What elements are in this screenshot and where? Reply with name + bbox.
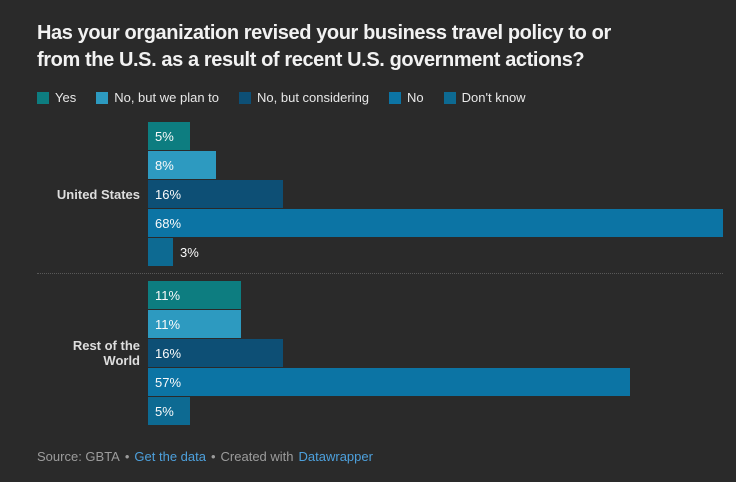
bars-column: 5% 8% 16% 68% 3%	[148, 122, 723, 266]
bar-no-but-considering: 16%	[148, 180, 283, 208]
bar-row: 3%	[148, 238, 723, 266]
legend-label: No, but we plan to	[114, 90, 220, 105]
bars-column: 11% 11% 16% 57% 5%	[148, 281, 723, 425]
legend-item-no-but-we-plan-to: No, but we plan to	[96, 90, 219, 105]
bar-row: 5%	[148, 397, 723, 425]
bar-don-t-know: 5%	[148, 397, 190, 425]
footer-bullet: •	[124, 449, 130, 464]
bar-chart: United States 5% 8% 16% 68% 3% Rest of the Wor…	[37, 122, 723, 425]
bar-value-label: 11%	[155, 316, 181, 332]
bar-no-but-we-plan-to: 8%	[148, 151, 216, 179]
legend-swatch-icon	[96, 91, 109, 104]
bar-don-t-know	[148, 238, 173, 266]
legend-label: Don't know	[461, 90, 526, 105]
footer-bullet: •	[210, 449, 216, 464]
bar-group-united-states: United States 5% 8% 16% 68% 3%	[37, 122, 723, 266]
bar-value-label: 8%	[155, 157, 174, 173]
bar-group-rest-of-the-world: Rest of the World 11% 11% 16% 57% 5%	[37, 281, 723, 425]
legend-item-no-but-considering: No, but considering	[239, 90, 369, 105]
legend-item-don-t-know: Don't know	[443, 90, 526, 105]
bar-no-but-considering: 16%	[148, 339, 283, 367]
bar-row: 68%	[148, 209, 723, 237]
bar-value-label: 11%	[155, 287, 181, 303]
legend-swatch-icon	[37, 91, 49, 104]
legend-swatch-icon	[389, 91, 402, 104]
chart-root: Has your organization revised your busin…	[37, 20, 723, 464]
bar-row: 5%	[148, 122, 723, 150]
legend-label: No	[407, 90, 424, 105]
legend-item-no: No	[389, 90, 424, 105]
chart-title-line1: Has your organization revised your busin…	[37, 22, 611, 44]
bar-row: 8%	[148, 151, 723, 179]
get-the-data-link[interactable]: Get the data	[134, 449, 206, 464]
bar-value-label: 5%	[155, 128, 174, 144]
chart-title: Has your organization revised your busin…	[37, 20, 723, 74]
bar-value-label: 57%	[155, 374, 182, 390]
bar-no-but-we-plan-to: 11%	[148, 310, 241, 338]
bar-yes: 11%	[148, 281, 241, 309]
category-label: United States	[56, 186, 140, 202]
legend: Yes No, but we plan to No, but considering…	[37, 90, 723, 105]
legend-item-yes: Yes	[37, 90, 76, 105]
bar-no: 68%	[148, 209, 723, 237]
bar-value-label: 68%	[155, 215, 182, 231]
bar-value-label: 5%	[155, 403, 174, 419]
bar-row: 11%	[148, 310, 723, 338]
datawrapper-link[interactable]: Datawrapper	[298, 449, 373, 464]
bar-row: 16%	[148, 339, 723, 367]
bar-yes: 5%	[148, 122, 190, 150]
source-label: Source: GBTA	[37, 449, 120, 464]
category-label: Rest of the World	[72, 338, 140, 368]
bar-no: 57%	[148, 368, 630, 396]
created-with-label: Created with	[220, 449, 294, 464]
bar-value-label: 3%	[180, 244, 199, 260]
bar-row: 16%	[148, 180, 723, 208]
footer: Source: GBTA • Get the data • Created wi…	[37, 449, 723, 464]
legend-label: No, but considering	[257, 90, 370, 105]
legend-swatch-icon	[239, 91, 252, 104]
chart-title-line2: from the U.S. as a result of recent U.S.…	[37, 49, 585, 71]
bar-value-label: 16%	[155, 186, 182, 202]
bar-value-label: 16%	[155, 345, 182, 361]
group-separator	[37, 273, 723, 274]
legend-label: Yes	[55, 90, 77, 105]
bar-row: 57%	[148, 368, 723, 396]
bar-row: 11%	[148, 281, 723, 309]
legend-swatch-icon	[443, 91, 456, 104]
